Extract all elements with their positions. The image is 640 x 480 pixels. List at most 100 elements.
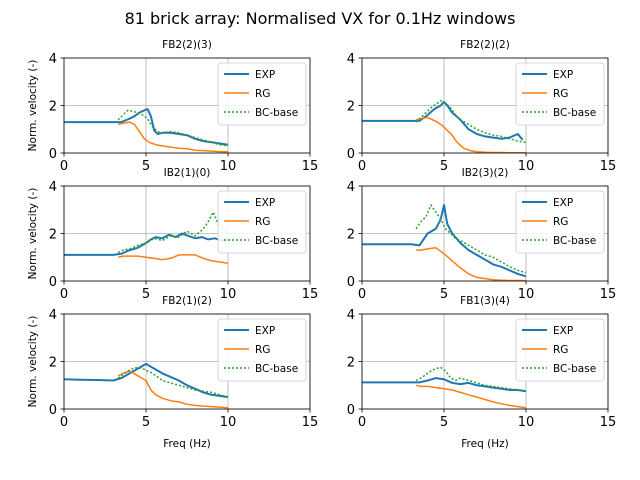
legend-box [217, 190, 307, 254]
y-tick-label: 4 [347, 180, 355, 195]
legend-label-bc-base: BC-base [255, 363, 298, 375]
y-tick-label: 4 [347, 52, 355, 67]
subplot-3: 0 5 10 15 0 2 4 IB2(1)(0) Norm. velocity (-) EXP R… [27, 167, 318, 302]
legend-label-bc-base: BC-base [255, 235, 298, 247]
x-tick-label: 5 [440, 287, 448, 302]
y-tick-label: 2 [49, 100, 57, 115]
series-line-exp [64, 108, 229, 146]
y-tick-label: 4 [49, 52, 57, 67]
legend-label-bc-base: BC-base [553, 363, 596, 375]
series-line-bc-base [117, 109, 229, 147]
series-line-rg [117, 254, 229, 264]
subplot-title: IB2(3)(2) [462, 167, 509, 179]
legend-box [515, 190, 605, 254]
legend-box [515, 62, 605, 126]
x-axis-label: Freq (Hz) [461, 438, 508, 450]
legend: EXP RG BC-base [217, 318, 307, 382]
x-tick-label: 15 [302, 159, 319, 174]
legend-label-exp: EXP [553, 69, 573, 81]
x-tick-label: 15 [600, 287, 617, 302]
subplot-title: FB1(3)(4) [460, 295, 510, 307]
subplot-4: 0 5 10 15 0 2 4 IB2(3)(2) EXP RG BC-base [347, 167, 617, 302]
y-tick-label: 0 [49, 275, 57, 290]
subplot-6: 0 5 10 15 0 2 4 FB1(3)(4) Freq (Hz) EXP RG BC-base [347, 295, 617, 450]
legend-label-rg: RG [553, 216, 568, 228]
x-tick-label: 10 [220, 287, 237, 302]
x-tick-label: 15 [600, 415, 617, 430]
series-line-exp [64, 232, 229, 256]
subplot-1: 0 5 10 15 0 2 4 FB2(2)(3) Norm. velocity (-) EXP R… [27, 39, 318, 174]
y-tick-label: 2 [49, 228, 57, 243]
series-line-exp [64, 362, 229, 399]
series-line-exp [362, 100, 524, 141]
legend: EXP RG BC-base [515, 190, 605, 254]
series-line-exp [362, 377, 527, 393]
legend-box [217, 318, 307, 382]
subplot-2: 0 5 10 15 0 2 4 FB2(2)(2) EXP RG BC-base [347, 39, 617, 174]
legend-box [515, 318, 605, 382]
x-axis-label: Freq (Hz) [163, 438, 210, 450]
x-tick-label: 0 [60, 287, 68, 302]
x-tick-label: 5 [142, 415, 150, 430]
y-tick-label: 0 [49, 147, 57, 162]
x-tick-label: 10 [518, 415, 535, 430]
y-tick-label: 2 [49, 356, 57, 371]
x-tick-label: 5 [440, 415, 448, 430]
subplot-title: FB2(1)(2) [162, 295, 212, 307]
x-tick-label: 10 [220, 415, 237, 430]
legend-label-rg: RG [255, 344, 270, 356]
x-tick-label: 15 [302, 287, 319, 302]
legend-label-rg: RG [255, 216, 270, 228]
subplot-5: 0 5 10 15 0 2 4 FB2(1)(2) Freq (Hz) Norm. velocit… [27, 295, 318, 450]
legend: EXP RG BC-base [515, 318, 605, 382]
legend: EXP RG BC-base [515, 62, 605, 126]
y-tick-label: 0 [347, 275, 355, 290]
series-line-bc-base [117, 211, 229, 254]
series-line-rg [117, 370, 229, 409]
x-tick-label: 5 [142, 287, 150, 302]
x-tick-label: 0 [60, 415, 68, 430]
legend: EXP RG BC-base [217, 190, 307, 254]
series-line-bc-base [415, 204, 527, 274]
x-tick-label: 0 [358, 287, 366, 302]
legend-label-rg: RG [553, 88, 568, 100]
y-tick-label: 0 [49, 403, 57, 418]
legend-box [217, 62, 307, 126]
subplot-title: IB2(1)(0) [164, 167, 211, 179]
y-tick-label: 4 [347, 308, 355, 323]
y-tick-label: 2 [347, 356, 355, 371]
x-tick-label: 0 [60, 159, 68, 174]
legend-label-exp: EXP [255, 69, 275, 81]
y-tick-label: 2 [347, 228, 355, 243]
x-tick-label: 15 [600, 159, 617, 174]
legend-label-exp: EXP [553, 325, 573, 337]
y-axis-label: Norm. velocity (-) [27, 188, 39, 280]
legend-label-exp: EXP [255, 197, 275, 209]
legend-label-bc-base: BC-base [553, 107, 596, 119]
y-axis-label: Norm. velocity (-) [27, 60, 39, 152]
series-line-bc-base [415, 366, 527, 392]
legend-label-exp: EXP [255, 325, 275, 337]
series-line-rg [415, 384, 527, 409]
x-tick-label: 0 [358, 159, 366, 174]
series-line-rg [415, 116, 526, 153]
subplot-title: FB2(2)(2) [460, 39, 510, 51]
legend: EXP RG BC-base [217, 62, 307, 126]
y-tick-label: 4 [49, 308, 57, 323]
series-line-exp [362, 204, 527, 278]
series-line-rg [117, 121, 229, 153]
legend-label-bc-base: BC-base [553, 235, 596, 247]
y-tick-label: 0 [347, 403, 355, 418]
x-tick-label: 5 [142, 159, 150, 174]
series-line-bc-base [415, 100, 527, 144]
subplot-title: FB2(2)(3) [162, 39, 212, 51]
y-tick-label: 0 [347, 147, 355, 162]
series-line-bc-base [117, 366, 229, 398]
x-tick-label: 15 [302, 415, 319, 430]
x-tick-label: 0 [358, 415, 366, 430]
x-tick-label: 10 [518, 159, 535, 174]
x-tick-label: 5 [440, 159, 448, 174]
legend-label-rg: RG [255, 88, 270, 100]
y-tick-label: 4 [49, 180, 57, 195]
